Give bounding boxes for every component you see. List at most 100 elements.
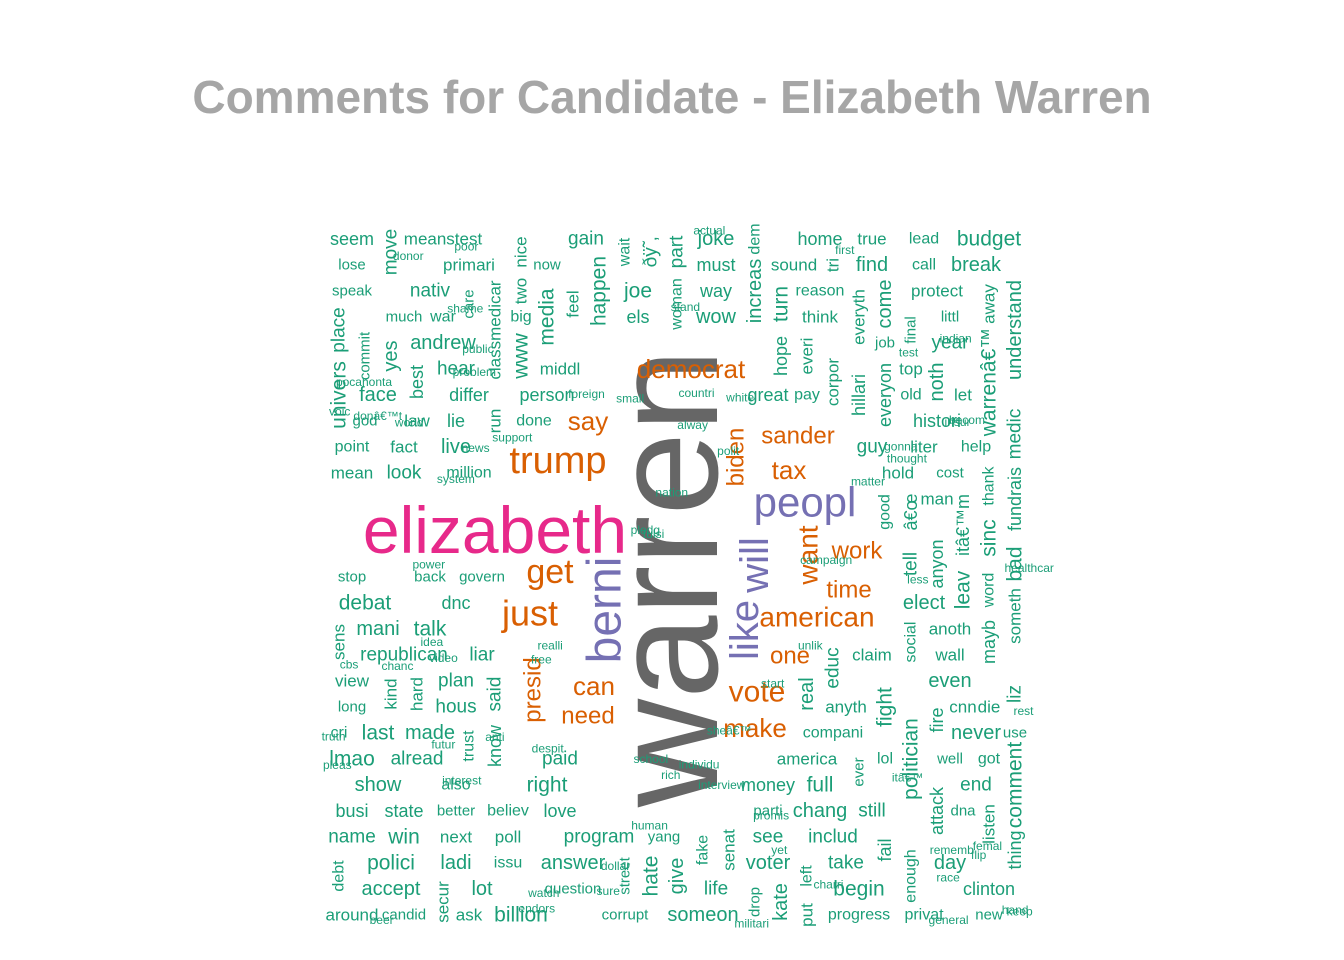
word-thought: thought	[887, 452, 928, 466]
word-feel: feel	[564, 290, 583, 317]
word-tell: tell	[901, 552, 922, 576]
word-fire: fire	[927, 707, 947, 732]
word-give: give	[666, 858, 688, 895]
word-campaign: campaign	[800, 553, 852, 567]
word-lol: lol	[877, 751, 893, 768]
word-run: run	[486, 409, 505, 434]
word-true: true	[857, 230, 886, 249]
word-rest: rest	[1014, 704, 1035, 718]
word-understand: understand	[1004, 280, 1026, 380]
word-lie: lie	[447, 411, 465, 431]
word-tax: tax	[772, 455, 807, 485]
word-biden: biden	[723, 428, 750, 487]
word--: ðÿ˜‚	[641, 237, 662, 268]
word-claim: claim	[852, 646, 892, 665]
word-warren-: warrenâ€™	[978, 328, 1001, 438]
word-increas: increas	[744, 259, 766, 323]
word-liar: liar	[469, 645, 495, 666]
word-life: life	[704, 879, 728, 900]
word-gain: gain	[568, 229, 604, 250]
word-seem: seem	[330, 229, 374, 249]
word-kate: kate	[770, 883, 792, 921]
word-take: take	[828, 853, 864, 874]
word-histori: histori	[913, 411, 961, 431]
word-two: two	[512, 278, 531, 304]
word-small: small	[616, 391, 644, 405]
word-indian: indian	[940, 332, 972, 346]
word-thank: thank	[981, 465, 998, 505]
word-cbs: cbs	[340, 658, 359, 672]
word-news: news	[462, 441, 490, 455]
word-think: think	[802, 308, 838, 327]
word-use: use	[1003, 725, 1027, 742]
word-warren: warren	[581, 349, 749, 809]
word-sens: sens	[330, 624, 349, 660]
word-it-m: itâ€™m	[953, 494, 973, 556]
word-never: never	[951, 722, 1001, 744]
word-anoth: anoth	[929, 620, 972, 639]
word-femal: femal	[973, 839, 1002, 853]
word-unlik: unlik	[798, 639, 824, 653]
word-american: american	[759, 602, 874, 633]
word-politician: politician	[900, 718, 923, 800]
word-power: power	[412, 558, 445, 572]
word-tri: tri	[824, 258, 843, 272]
word-top: top	[899, 360, 923, 379]
word-lead: lead	[909, 231, 939, 248]
word-see: see	[753, 827, 784, 848]
word-pay: pay	[794, 387, 820, 404]
word-wait: wait	[617, 237, 634, 267]
word-berni: berni	[579, 557, 632, 664]
word-alread: alread	[391, 749, 444, 770]
word-home: home	[797, 229, 842, 249]
word-rememb: rememb	[930, 843, 974, 857]
word-lot: lot	[471, 878, 493, 900]
word-flip: flip	[971, 848, 987, 862]
word-ever: ever	[851, 757, 868, 786]
word-answer: answer	[541, 852, 606, 874]
word-sure: sure	[597, 884, 621, 898]
word-medic: medic	[1005, 409, 1026, 460]
word-trump: trump	[509, 440, 606, 482]
word-now: now	[533, 257, 561, 274]
word-interview: interview	[698, 778, 746, 792]
word-presid: presid	[520, 657, 547, 722]
word-polit: polit	[717, 444, 740, 458]
word-support: support	[492, 430, 533, 444]
word-place: place	[329, 307, 350, 352]
word-talk: talk	[414, 618, 447, 641]
word-hous: hous	[435, 697, 476, 718]
word-fake: fake	[695, 835, 712, 865]
word-fact: fact	[390, 438, 418, 457]
word-yet: yet	[771, 843, 788, 857]
word-woman: woman	[669, 278, 686, 331]
word-one: one	[770, 643, 810, 670]
word-stand: stand	[671, 300, 700, 314]
word-media: media	[536, 288, 559, 346]
word-got: got	[978, 751, 1001, 768]
word-come: come	[874, 280, 896, 329]
word-militari: militari	[734, 917, 769, 931]
word-nativ: nativ	[410, 281, 451, 302]
word-chanc: chanc	[381, 659, 413, 673]
word-don-t: donâ€™t	[353, 409, 402, 423]
word-let: let	[954, 386, 972, 405]
word-progress: progress	[828, 907, 890, 924]
word-anyon: anyon	[927, 539, 947, 588]
word-attack: attack	[927, 786, 947, 835]
word-differ: differ	[449, 385, 489, 405]
word-becom: becom	[949, 413, 985, 427]
word-just: just	[501, 593, 558, 634]
word-thing: thing	[1005, 830, 1025, 869]
word-billion: billion	[494, 904, 548, 927]
word-parti: parti	[753, 803, 782, 820]
word-point: point	[335, 439, 370, 456]
word-test: test	[899, 345, 919, 359]
word-hold: hold	[882, 464, 914, 483]
word-democrat: democrat	[637, 354, 746, 384]
word-name: name	[328, 827, 376, 848]
word-back: back	[414, 569, 446, 586]
word-keep: keep	[1007, 904, 1033, 918]
word-liter: liter	[910, 438, 938, 457]
word-school: school	[633, 752, 668, 766]
